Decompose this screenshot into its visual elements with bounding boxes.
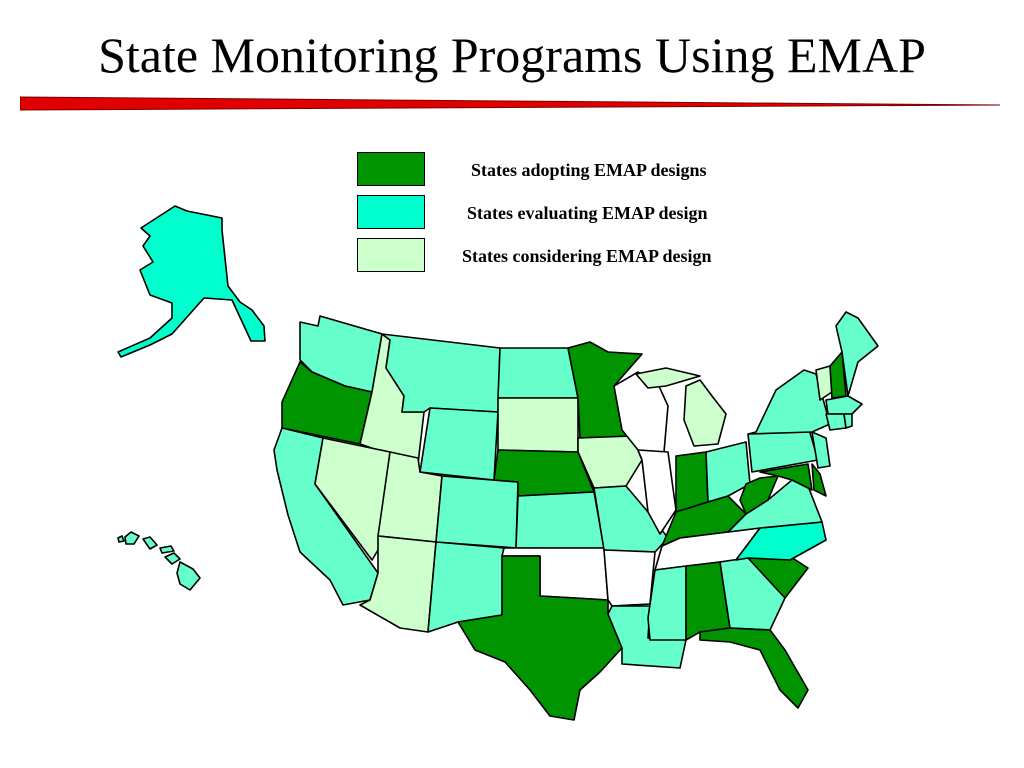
state-SD [497,397,579,453]
state-ME [835,311,879,397]
slide-title: State Monitoring Programs Using EMAP [98,27,926,83]
state-HI-lanai [117,535,125,543]
legend-swatch-evaluating [357,195,425,229]
state-NV [314,437,391,561]
state-MA [825,395,863,415]
state-KS [515,491,605,549]
legend-item-considering: States considering EMAP design [357,238,797,274]
state-MI [683,379,727,447]
legend-swatch-considering [357,238,425,272]
state-DE [811,463,827,497]
state-OH [705,441,751,503]
state-AR [603,549,656,607]
legend-label-considering: States considering EMAP design [462,246,712,266]
legend-label-adopting: States adopting EMAP designs [471,160,707,180]
state-TX [457,555,623,721]
state-HI-maui [164,552,181,565]
state-HI-big-island [176,561,201,591]
state-MD [759,463,813,491]
state-IL [637,449,677,535]
state-CO [435,475,519,549]
state-HI-kauai [124,531,140,545]
state-VA [727,479,823,533]
state-AK [117,205,266,358]
state-ND [497,347,579,399]
state-WY [419,407,499,481]
legend-label-evaluating: States evaluating EMAP design [467,203,708,223]
state-NY [747,369,831,435]
legend-swatch-adopting [357,152,425,186]
state-HI-oahu [142,536,158,550]
legend-item-evaluating: States evaluating EMAP design [357,195,797,231]
title-underline [20,96,1000,111]
state-CT [825,413,847,431]
state-WV [739,475,779,515]
state-NJ [811,431,831,469]
legend-item-adopting: States adopting EMAP designs [357,152,797,188]
state-FL [699,627,809,709]
state-RI [843,413,853,429]
state-HI-molokai [159,545,175,554]
state-MI-upper [635,367,701,389]
state-MS [647,565,687,641]
